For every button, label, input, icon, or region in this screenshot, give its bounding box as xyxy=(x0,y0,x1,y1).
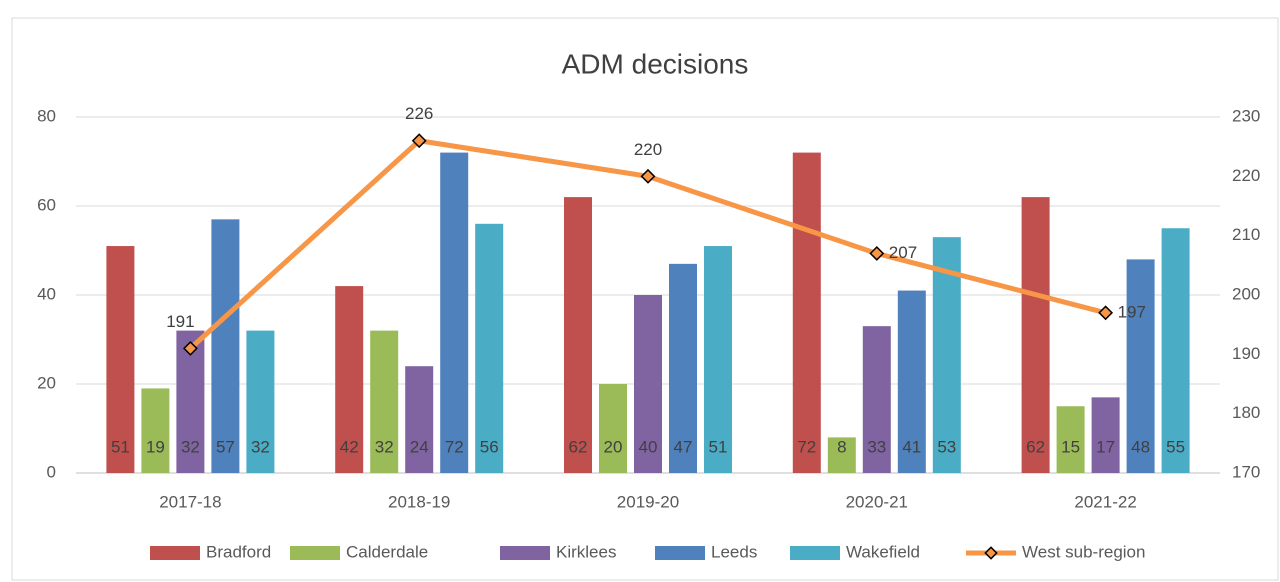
bar xyxy=(246,330,275,473)
legend-swatch xyxy=(290,546,340,560)
y2-tick-label: 180 xyxy=(1232,403,1260,422)
data-label: 72 xyxy=(797,437,816,456)
data-label: 17 xyxy=(1096,437,1115,456)
data-label: 32 xyxy=(181,437,200,456)
bar xyxy=(1021,197,1050,473)
data-label: 55 xyxy=(1166,437,1185,456)
line-label: 207 xyxy=(889,243,917,262)
data-label: 42 xyxy=(340,437,359,456)
x-tick-label: 2021-22 xyxy=(1074,492,1136,511)
legend-label: Leeds xyxy=(711,542,757,561)
data-label: 51 xyxy=(111,437,130,456)
bar xyxy=(440,152,469,473)
bar xyxy=(1091,397,1120,473)
y-tick-label: 0 xyxy=(47,462,56,481)
line-marker xyxy=(411,133,427,149)
line-label: 220 xyxy=(634,140,662,159)
bar xyxy=(669,263,697,473)
bar xyxy=(827,437,856,473)
line-marker xyxy=(182,340,198,356)
data-label: 33 xyxy=(867,437,886,456)
legend-swatch xyxy=(150,546,200,560)
data-label: 41 xyxy=(902,437,921,456)
data-label: 15 xyxy=(1061,437,1080,456)
x-tick-label: 2018-19 xyxy=(388,492,450,511)
y-tick-label: 20 xyxy=(37,373,56,392)
bar xyxy=(704,246,732,473)
chart-title: ADM decisions xyxy=(562,48,749,79)
y2-tick-label: 190 xyxy=(1232,344,1260,363)
line-label: 226 xyxy=(405,104,433,123)
legend-swatch xyxy=(790,546,840,560)
x-tick-label: 2020-21 xyxy=(846,492,908,511)
legend-marker xyxy=(984,546,998,560)
legend-label: Kirklees xyxy=(556,542,616,561)
data-label: 51 xyxy=(709,437,728,456)
y-tick-label: 40 xyxy=(37,284,56,303)
bar xyxy=(141,388,170,473)
line-label: 191 xyxy=(166,312,194,331)
y2-tick-label: 170 xyxy=(1232,462,1260,481)
legend-swatch xyxy=(655,546,705,560)
bar xyxy=(634,295,662,473)
data-label: 47 xyxy=(674,437,693,456)
x-tick-label: 2019-20 xyxy=(617,492,679,511)
y2-tick-label: 230 xyxy=(1232,106,1260,125)
bar xyxy=(335,286,364,473)
bar xyxy=(106,246,135,473)
data-label: 32 xyxy=(375,437,394,456)
data-label: 24 xyxy=(410,437,429,456)
data-label: 32 xyxy=(251,437,270,456)
bar xyxy=(475,223,504,473)
x-tick-label: 2017-18 xyxy=(159,492,221,511)
y2-tick-label: 200 xyxy=(1232,284,1260,303)
data-label: 57 xyxy=(216,437,235,456)
bar xyxy=(211,219,240,473)
data-label: 19 xyxy=(146,437,165,456)
data-label: 72 xyxy=(445,437,464,456)
bar xyxy=(405,366,434,473)
y2-tick-label: 210 xyxy=(1232,225,1260,244)
line-marker xyxy=(869,246,885,261)
bar xyxy=(370,330,399,473)
data-label: 20 xyxy=(604,437,623,456)
data-label: 40 xyxy=(639,437,658,456)
y-tick-label: 80 xyxy=(37,106,56,125)
data-label: 62 xyxy=(1026,437,1045,456)
data-label: 8 xyxy=(837,437,846,456)
line-marker xyxy=(1098,305,1114,321)
bar xyxy=(862,326,891,473)
legend-label: Bradford xyxy=(206,542,271,561)
bar xyxy=(1126,259,1155,473)
bar xyxy=(1056,406,1085,473)
y-tick-label: 60 xyxy=(37,195,56,214)
bar xyxy=(792,152,821,473)
line-marker xyxy=(640,168,656,184)
bar xyxy=(1161,228,1190,473)
data-label: 56 xyxy=(480,437,499,456)
bar xyxy=(564,197,592,473)
legend-label: West sub-region xyxy=(1022,542,1145,561)
data-label: 48 xyxy=(1131,437,1150,456)
bar xyxy=(897,290,926,473)
bar xyxy=(599,384,627,473)
data-label: 53 xyxy=(937,437,956,456)
line-label: 197 xyxy=(1118,302,1146,321)
legend-swatch xyxy=(500,546,550,560)
legend-label: Calderdale xyxy=(346,542,428,561)
data-label: 62 xyxy=(569,437,588,456)
legend-label: Wakefield xyxy=(846,542,920,561)
y2-tick-label: 220 xyxy=(1232,166,1260,185)
